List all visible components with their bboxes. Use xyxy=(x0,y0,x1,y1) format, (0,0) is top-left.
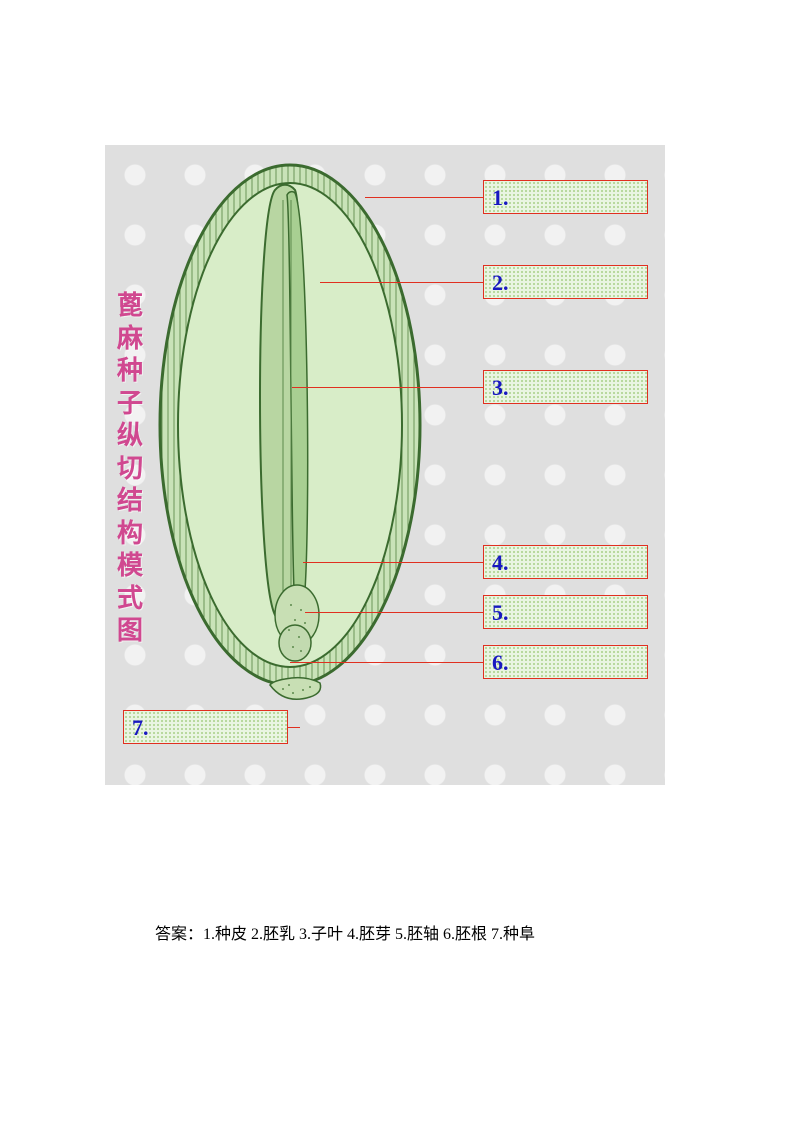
leader-1 xyxy=(365,197,483,198)
label-box-7: 7. xyxy=(123,710,288,744)
leader-2 xyxy=(320,282,483,283)
label-box-1: 1. xyxy=(483,180,648,214)
label-box-6: 6. xyxy=(483,645,648,679)
leader-7 xyxy=(288,727,300,728)
leader-3 xyxy=(292,387,483,388)
label-number-6: 6. xyxy=(492,650,509,676)
label-number-7: 7. xyxy=(132,715,149,741)
label-box-4: 4. xyxy=(483,545,648,579)
label-box-3: 3. xyxy=(483,370,648,404)
label-number-1: 1. xyxy=(492,185,509,211)
diagram-title-vertical: 蓖麻种子纵切结构模式图 xyxy=(115,290,145,648)
label-number-3: 3. xyxy=(492,375,509,401)
answer-line: 答案：1.种皮 2.胚乳 3.子叶 4.胚芽 5.胚轴 6.胚根 7.种阜 xyxy=(155,920,535,944)
label-number-5: 5. xyxy=(492,600,509,626)
label-number-2: 2. xyxy=(492,270,509,296)
label-box-5: 5. xyxy=(483,595,648,629)
leader-5 xyxy=(305,612,483,613)
label-number-4: 4. xyxy=(492,550,509,576)
leader-4 xyxy=(303,562,483,563)
diagram-panel: 蓖麻种子纵切结构模式图 1. 2. 3. 4. 5. 6. 7. xyxy=(105,145,665,785)
label-box-2: 2. xyxy=(483,265,648,299)
seed-svg xyxy=(105,145,665,785)
leader-6 xyxy=(290,662,483,663)
